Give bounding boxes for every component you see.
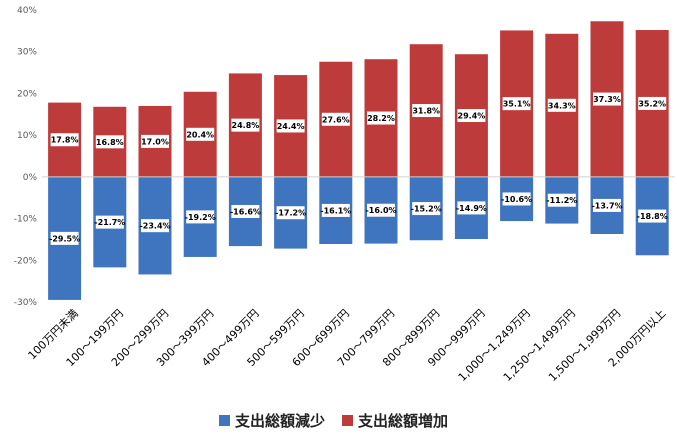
data-label: -29.5% <box>49 234 80 243</box>
data-label-box <box>502 192 531 206</box>
data-label: 31.8% <box>412 107 440 116</box>
data-label-box <box>502 97 531 111</box>
y-axis: -30% -20% -10% 0% 10% 20% 30% 40% <box>14 6 38 308</box>
data-label-box <box>321 112 350 126</box>
data-label: 20.4% <box>186 130 214 139</box>
data-label-box <box>95 135 124 149</box>
data-label: 37.3% <box>593 95 621 104</box>
data-label: -14.9% <box>456 204 487 213</box>
data-label-box <box>638 96 667 110</box>
data-label: -18.8% <box>637 212 668 221</box>
data-label: -16.1% <box>320 206 351 215</box>
y-tick-label: 20% <box>17 89 37 99</box>
y-tick-label: 30% <box>17 48 37 58</box>
y-tick-label: 0% <box>23 173 38 183</box>
data-label-box <box>95 215 124 229</box>
data-label-box <box>141 219 169 233</box>
y-tick-label: 10% <box>17 131 37 141</box>
data-label-box <box>231 118 260 132</box>
data-label: -15.2% <box>411 205 442 214</box>
data-label-box <box>50 133 79 147</box>
data-label-box <box>638 209 667 223</box>
data-label-box <box>50 231 79 245</box>
data-label: -23.4% <box>139 222 170 231</box>
data-label: 24.8% <box>232 121 260 130</box>
data-label: 28.2% <box>367 114 395 123</box>
data-label: 34.3% <box>548 101 576 110</box>
data-label-box <box>547 98 576 112</box>
data-label-box <box>276 119 305 133</box>
data-label-box <box>457 201 486 215</box>
chart-bars: -29.5% 17.8% -21.7% 16.8% -23.4% 17.0% -19.2% 2… <box>48 21 669 300</box>
legend-swatch-increase <box>342 415 353 426</box>
data-label: 35.1% <box>503 100 531 109</box>
data-label: -16.0% <box>365 206 396 215</box>
data-label: -11.2% <box>546 196 577 205</box>
data-label: -16.6% <box>230 207 261 216</box>
data-label: 16.8% <box>96 138 124 147</box>
data-label-box <box>186 210 215 224</box>
legend-label-decrease: 支出総額減少 <box>234 412 325 430</box>
data-label-box <box>412 202 441 216</box>
data-label-box <box>593 198 621 212</box>
data-label: -10.6% <box>501 195 532 204</box>
data-label: 27.6% <box>322 115 350 124</box>
y-tick-label: -20% <box>14 256 38 266</box>
data-label-box <box>141 134 169 148</box>
legend-label-increase: 支出総額増加 <box>357 412 448 430</box>
data-label: 35.2% <box>638 99 666 108</box>
data-label: 17.0% <box>141 137 169 146</box>
data-label-box <box>593 92 621 106</box>
data-label: 17.8% <box>51 136 79 145</box>
y-tick-label: -10% <box>14 215 38 225</box>
data-label-box <box>547 193 576 207</box>
y-tick-label: -30% <box>14 298 38 308</box>
data-label: 24.4% <box>277 122 305 131</box>
data-label: -17.2% <box>275 209 306 218</box>
data-label-box <box>412 104 441 118</box>
data-label-box <box>367 111 395 125</box>
data-label-box <box>321 203 350 217</box>
data-label: 29.4% <box>458 112 486 121</box>
data-label: -13.7% <box>591 201 622 210</box>
data-label-box <box>457 109 486 123</box>
data-label-box <box>231 204 260 218</box>
data-label: -19.2% <box>185 213 216 222</box>
data-label: -21.7% <box>94 218 125 227</box>
y-tick-label: 40% <box>17 6 37 16</box>
data-label-box <box>186 127 215 141</box>
legend: 支出総額減少 支出総額増加 <box>219 412 448 430</box>
data-label-box <box>276 206 305 220</box>
legend-swatch-decrease <box>219 415 230 426</box>
data-label-box <box>367 203 395 217</box>
